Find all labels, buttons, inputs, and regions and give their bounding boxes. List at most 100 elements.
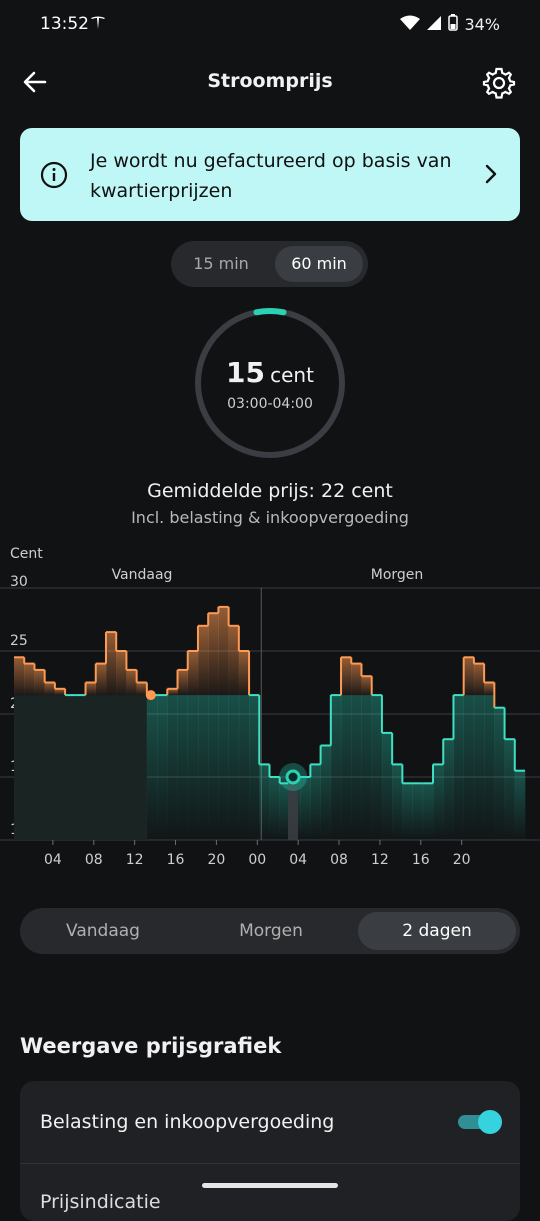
area-base-46 [484, 695, 495, 840]
interval-toggle: 15 min 60 min [171, 241, 368, 287]
page-title: Stroomprijs [207, 70, 333, 92]
home-indicator[interactable] [202, 1183, 338, 1188]
area-base-10 [116, 695, 127, 840]
area-below-26 [279, 783, 291, 840]
area-above-32 [341, 657, 352, 696]
range-toggle: Vandaag Morgen 2 dagen [20, 908, 520, 954]
area-below-38 [402, 783, 413, 840]
area-below-43 [453, 695, 464, 840]
area-above-8 [95, 663, 107, 696]
area-above-21 [228, 625, 240, 696]
area-base-16 [177, 695, 189, 840]
x-tick-label: 16 [167, 852, 185, 868]
area-above-3 [44, 682, 56, 696]
area-below-40 [422, 783, 434, 840]
toggle-knob [478, 1110, 502, 1134]
y-tick-label: 25 [10, 633, 28, 649]
now-marker [145, 690, 156, 701]
area-below-14 [157, 695, 168, 840]
divider [20, 1163, 520, 1164]
x-tick-label: 16 [412, 852, 430, 868]
area-above-16 [177, 669, 189, 696]
area-base-22 [238, 695, 250, 840]
interval-option-60[interactable]: 60 min [275, 246, 363, 282]
area-base-21 [228, 695, 240, 840]
tax-toggle[interactable] [458, 1110, 502, 1134]
wifi-icon [400, 15, 421, 35]
area-above-4 [54, 688, 66, 696]
area-above-22 [238, 651, 250, 696]
status-indicators: 34% [400, 14, 500, 35]
selected-hour-bar [288, 777, 299, 840]
area-above-18 [197, 625, 209, 696]
area-base-2 [34, 695, 45, 840]
current-price-time: 03:00-04:00 [227, 396, 313, 412]
area-above-19 [208, 613, 219, 696]
area-below-23 [249, 695, 260, 840]
area-above-44 [463, 657, 475, 696]
day-label-today: Vandaag [112, 567, 173, 583]
area-above-17 [187, 651, 199, 696]
tax-setting-label: Belasting en inkoopvergoeding [40, 1111, 335, 1133]
area-base-33 [351, 695, 362, 840]
billing-info-banner[interactable]: Je wordt nu gefactureerd op basis van kw… [20, 128, 520, 221]
area-base-32 [341, 695, 352, 840]
price-ring [195, 308, 345, 458]
x-tick-label: 04 [44, 852, 62, 868]
area-below-41 [433, 764, 444, 840]
battery-icon [448, 14, 459, 35]
area-base-20 [218, 695, 229, 840]
average-price-note: Incl. belasting & inkoopvergoeding [131, 508, 409, 527]
price-indication-label[interactable]: Prijsindicatie [40, 1191, 161, 1213]
y-tick-label: 30 [10, 574, 28, 590]
average-price: Gemiddelde prijs: 22 cent [147, 480, 393, 502]
banner-text: Je wordt nu gefactureerd op basis van kw… [90, 150, 452, 202]
area-below-24 [259, 764, 270, 840]
x-tick-label: 08 [330, 852, 348, 868]
status-bar: 13:52 34% [0, 0, 540, 48]
range-option-tomorrow[interactable]: Morgen [239, 921, 303, 941]
x-tick-label: 20 [207, 852, 225, 868]
area-above-1 [24, 663, 35, 696]
area-above-15 [167, 688, 178, 696]
area-base-18 [197, 695, 209, 840]
area-above-7 [85, 682, 97, 696]
current-price-value: 15 [226, 356, 266, 389]
area-below-28 [300, 777, 311, 840]
interval-option-15[interactable]: 15 min [193, 254, 249, 273]
settings-card: Belasting en inkoopvergoeding Prijsindic… [20, 1081, 520, 1221]
current-price-unit: cent [270, 363, 314, 387]
area-above-2 [34, 669, 45, 696]
area-base-4 [54, 695, 66, 840]
area-above-20 [218, 606, 229, 696]
area-below-29 [310, 764, 321, 840]
price-chart[interactable]: Cent3025201510VandaagMorgen0408121620000… [0, 540, 540, 870]
area-base-11 [126, 695, 137, 840]
area-below-13 [146, 695, 158, 840]
x-tick-label: 08 [85, 852, 103, 868]
signal-icon [426, 15, 442, 35]
area-base-19 [208, 695, 219, 840]
area-below-48 [504, 739, 516, 840]
area-above-12 [136, 682, 148, 696]
area-base-0 [14, 695, 25, 840]
area-base-8 [95, 695, 107, 840]
range-option-two-days[interactable]: 2 dagen [358, 912, 516, 950]
settings-button[interactable] [482, 66, 516, 100]
area-above-10 [116, 651, 127, 696]
range-option-today[interactable]: Vandaag [66, 921, 140, 941]
area-base-7 [85, 695, 97, 840]
area-above-9 [105, 632, 117, 696]
battery-percent: 34% [464, 15, 500, 34]
area-below-25 [269, 777, 281, 840]
area-base-12 [136, 695, 148, 840]
x-tick-label: 04 [289, 852, 307, 868]
area-above-11 [126, 669, 137, 696]
section-title: Weergave prijsgrafiek [20, 1034, 282, 1058]
area-above-46 [484, 682, 495, 696]
area-base-17 [187, 695, 199, 840]
area-below-6 [75, 695, 86, 840]
back-button[interactable] [20, 66, 52, 98]
area-below-31 [330, 695, 342, 840]
current-price: 15 cent [192, 356, 348, 389]
